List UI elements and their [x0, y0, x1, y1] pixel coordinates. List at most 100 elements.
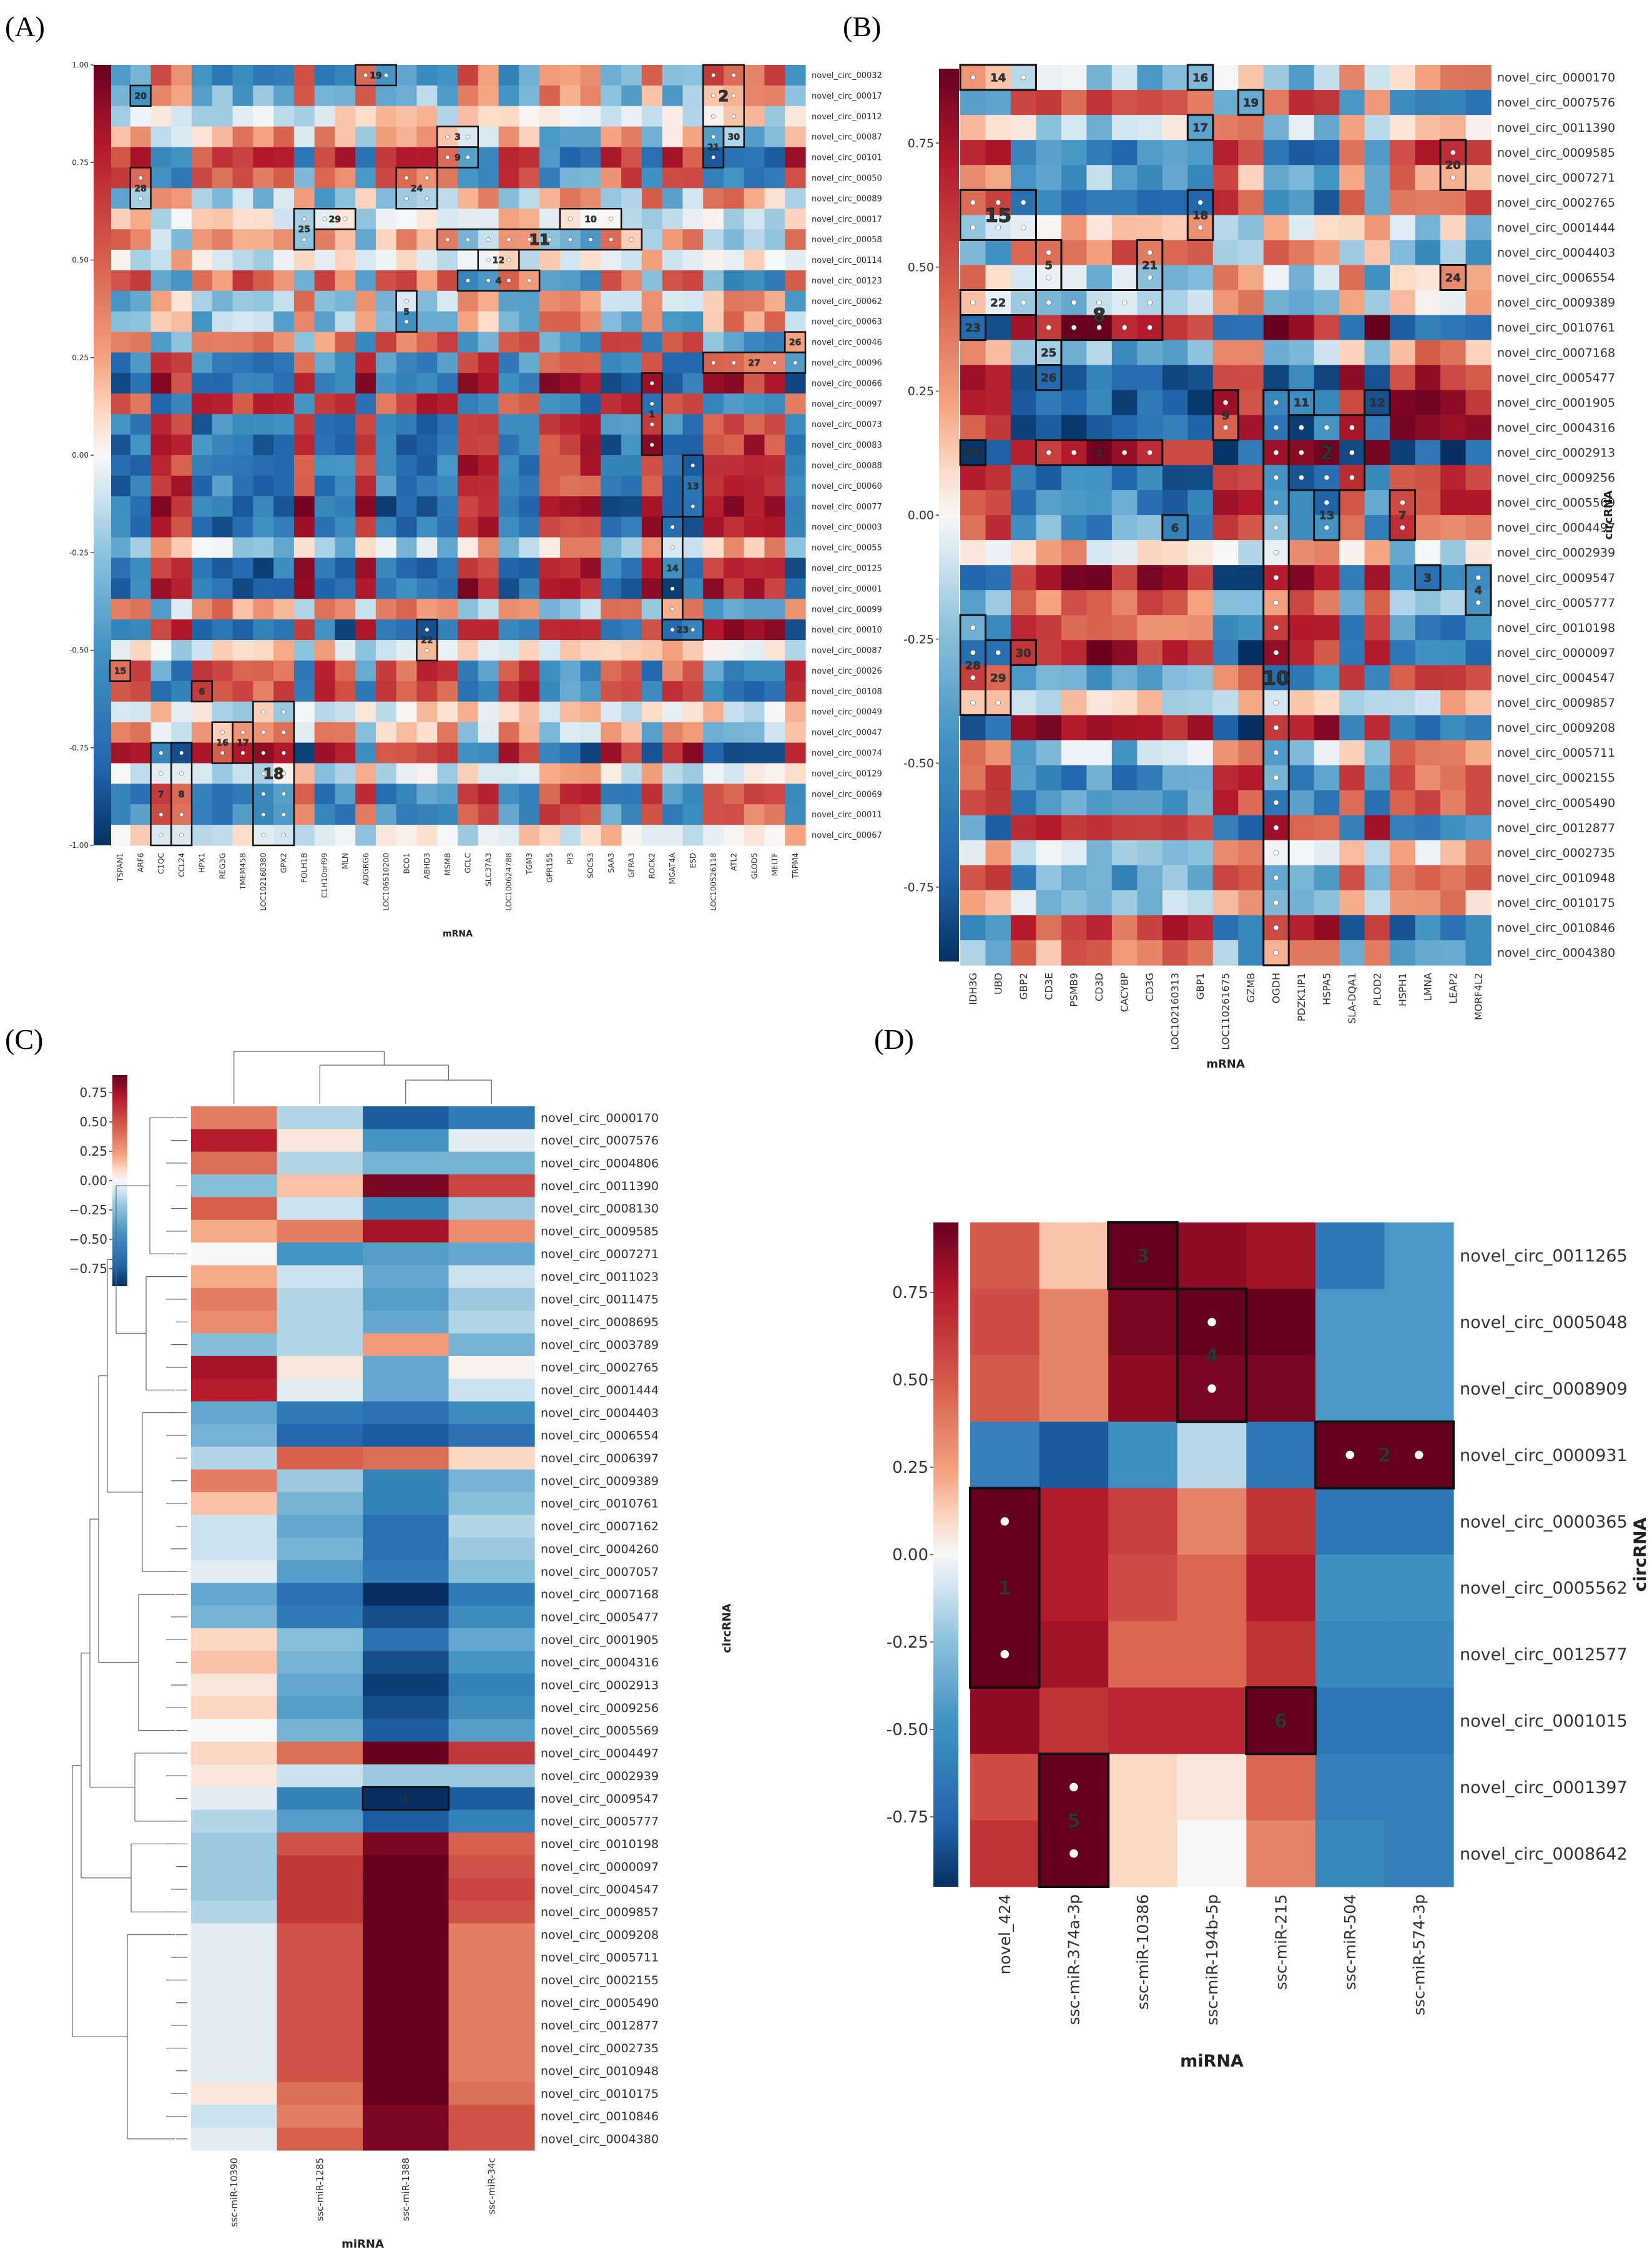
heatmap-cell: [641, 290, 663, 312]
heatmap-cell: [293, 475, 315, 497]
heatmap-cell: [1137, 840, 1163, 866]
heatmap-cell: [363, 1628, 450, 1651]
heatmap-cell: [1212, 115, 1239, 140]
heatmap-cell: [478, 393, 499, 415]
heatmap-cell: [396, 599, 418, 620]
module-label: 19: [370, 71, 381, 81]
heatmap-cell: [1036, 790, 1062, 816]
module-box: [1414, 564, 1442, 591]
heatmap-cell: [478, 537, 499, 559]
heatmap-cell: [277, 1787, 363, 1811]
heatmap-cell: [1390, 715, 1416, 741]
heatmap-cell: [293, 701, 315, 723]
heatmap-cell: [723, 640, 745, 661]
heatmap-cell: [1061, 590, 1087, 616]
heatmap-cell: [253, 414, 274, 435]
heatmap-cell: [1465, 465, 1492, 491]
heatmap-cell: [1039, 1488, 1109, 1555]
heatmap-cell: [448, 1537, 535, 1561]
heatmap-cell: [703, 660, 724, 682]
heatmap-cell: [723, 619, 745, 641]
heatmap-cell: [682, 516, 704, 538]
heatmap-cell: [559, 352, 581, 374]
module-dot: [1207, 1317, 1217, 1327]
heatmap-cell: [723, 578, 745, 599]
module-box: [252, 701, 295, 847]
heatmap-cells: [970, 1222, 1454, 1887]
x-tick-label: GPR155: [546, 853, 554, 883]
heatmap-cell: [1314, 290, 1340, 316]
heatmap-cell: [1061, 815, 1087, 841]
heatmap-cell: [785, 414, 806, 435]
heatmap-cell: [559, 763, 581, 784]
heatmap-cell: [744, 599, 765, 620]
heatmap-cell: [744, 311, 765, 333]
heatmap-cell: [601, 722, 622, 744]
heatmap-cell: [682, 229, 704, 250]
heatmap-cell: [1010, 790, 1037, 816]
heatmap-cell: [150, 290, 172, 312]
heatmap-cell: [621, 681, 642, 702]
heatmap-cell: [448, 1287, 535, 1311]
heatmap-cell: [785, 496, 806, 518]
y-tick-label: novel_circ_00125: [812, 564, 882, 573]
heatmap-cell: [192, 147, 213, 169]
heatmap-cell: [641, 65, 663, 86]
module-dot: [404, 298, 409, 303]
heatmap-cell: [985, 265, 1011, 291]
heatmap-cell: [621, 414, 642, 435]
x-tick-label: HPX1: [198, 853, 207, 873]
heatmap-cell: [192, 352, 213, 374]
module-dot: [363, 72, 368, 77]
heatmap-cell: [150, 516, 172, 538]
heatmap-cell: [253, 373, 274, 394]
heatmap-cell: [970, 1222, 1040, 1289]
module-dot: [1071, 325, 1077, 330]
heatmap-cell: [1390, 440, 1416, 466]
x-tick-label: ssc-miR-34c: [486, 2158, 498, 2215]
heatmap-cell: [192, 250, 213, 271]
heatmap-cell: [375, 763, 397, 784]
heatmap-cell: [191, 1106, 278, 1129]
heatmap-cell: [448, 1151, 535, 1175]
heatmap-cell: [1212, 165, 1239, 190]
heatmap-cell: [355, 332, 376, 353]
heatmap-cell: [110, 475, 131, 497]
heatmap-cell: [785, 250, 806, 271]
heatmap-cell: [682, 742, 704, 764]
heatmap-cell: [277, 1492, 363, 1515]
heatmap-cell: [1465, 815, 1492, 841]
y-tick-label: novel_circ_00003: [812, 523, 882, 533]
heatmap-cell: [703, 742, 724, 764]
heatmap-cell: [539, 825, 561, 846]
heatmap-cell: [1440, 665, 1467, 691]
heatmap-cell: [232, 558, 253, 579]
heatmap-cell: [1465, 740, 1492, 766]
heatmap-cell: [1036, 90, 1062, 116]
heatmap-cell: [1364, 489, 1390, 516]
module-dot: [1046, 300, 1051, 305]
heatmap-cell: [662, 373, 684, 394]
heatmap-cell: [1465, 115, 1492, 140]
heatmap-cell: [601, 106, 622, 127]
heatmap-cell: [1440, 265, 1467, 291]
heatmap-cell: [277, 2082, 363, 2105]
module-dot: [970, 625, 976, 631]
heatmap-cell: [744, 167, 765, 189]
heatmap-cell: [437, 496, 458, 518]
heatmap-cell: [621, 825, 642, 846]
heatmap-cell: [1465, 489, 1492, 516]
heatmap-cell: [1162, 540, 1188, 566]
module-dot: [1273, 925, 1279, 931]
heatmap-cell: [1384, 1222, 1454, 1289]
x-tick-label: ssc-miR-194b-5p: [1203, 1894, 1221, 2025]
heatmap-cell: [703, 640, 724, 661]
heatmap-cell: [150, 558, 172, 579]
heatmap-cell: [1111, 140, 1138, 165]
heatmap-cell: [539, 742, 561, 764]
heatmap-cell: [1036, 540, 1062, 566]
heatmap-cell: [355, 167, 376, 189]
heatmap-cell: [273, 311, 295, 333]
heatmap-cell: [191, 1673, 278, 1697]
module-box: [109, 659, 132, 682]
